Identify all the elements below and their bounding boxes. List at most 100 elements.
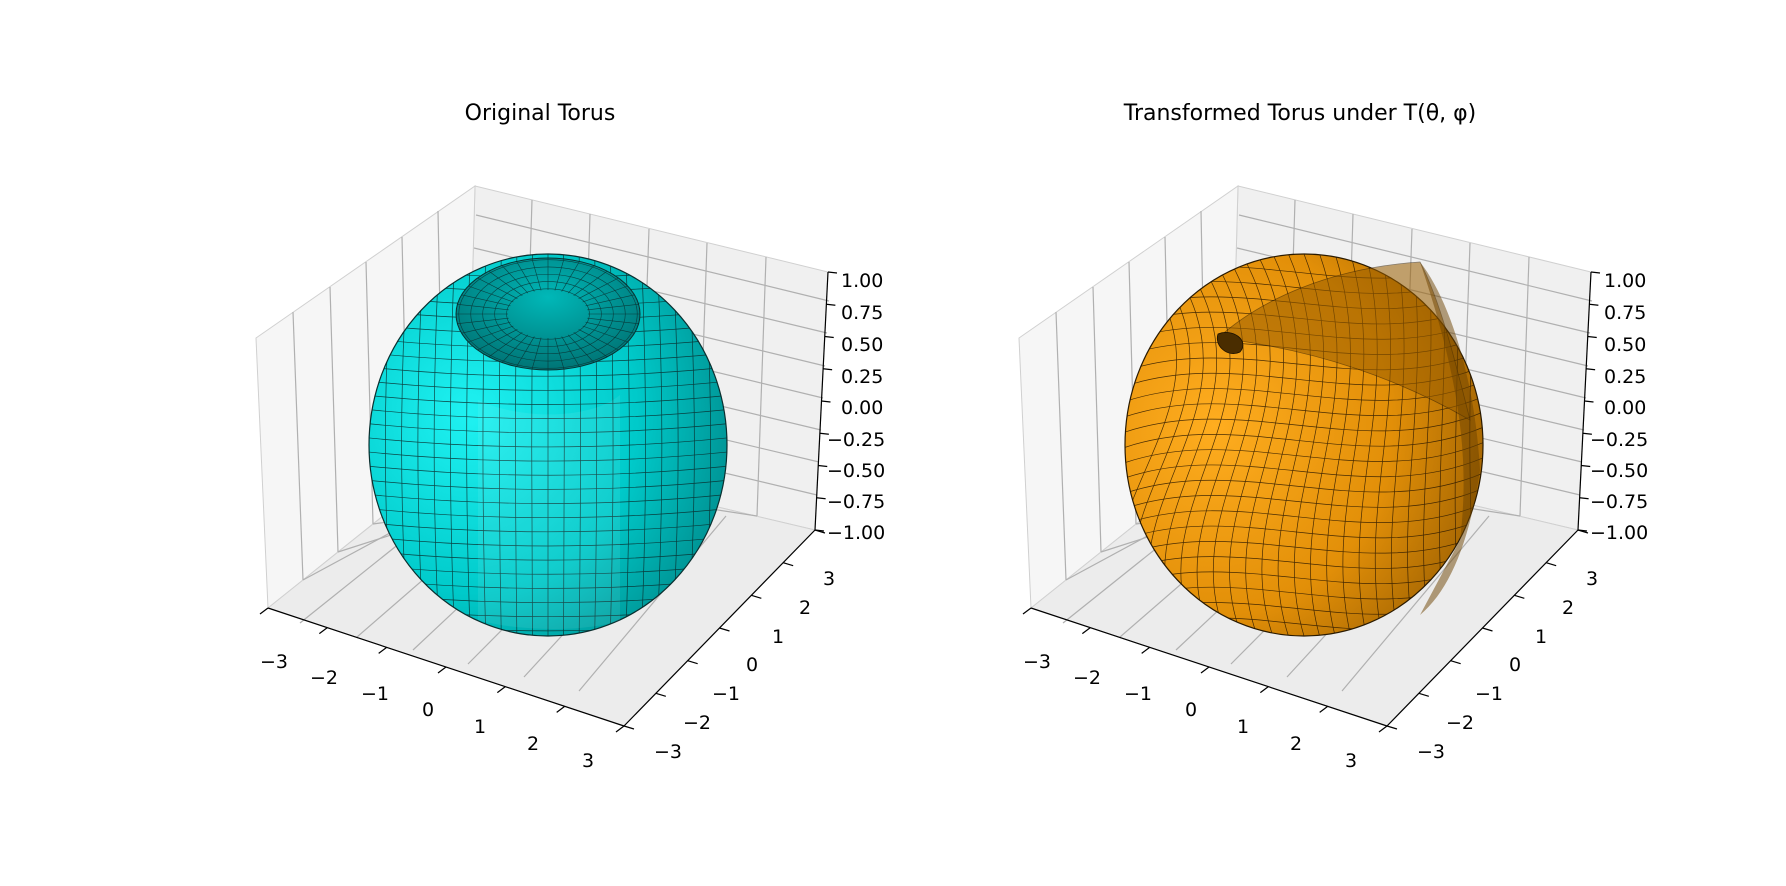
hole-mesh-line	[573, 270, 608, 296]
y-tick-mark	[655, 692, 667, 697]
right-y-tick-label: −3	[1417, 741, 1445, 763]
hole-mesh-line	[468, 285, 514, 303]
right-z-tick-label: −0.75	[1590, 491, 1648, 513]
mesh-meridian	[656, 254, 663, 636]
left-chart-title: Original Torus	[465, 101, 616, 126]
left-y-tick-label: 0	[746, 654, 758, 676]
y-tick-mark	[1514, 594, 1525, 599]
mesh-parallel	[1125, 396, 1483, 418]
z-tick-mark	[823, 368, 833, 371]
left-y-tick-label: 2	[799, 597, 811, 619]
hole-mesh-ring	[470, 266, 626, 362]
x-tick-mark	[378, 646, 388, 654]
left-x-tick-label: −3	[260, 651, 288, 673]
hole-mesh-line	[578, 277, 619, 299]
mesh-parallel	[369, 564, 727, 575]
left-z-tick-label: 0.00	[841, 397, 883, 419]
left-z-tick-label: −0.25	[827, 429, 885, 451]
y-tick-mark	[1386, 725, 1398, 730]
z-tick-mark	[819, 432, 829, 435]
mesh-parallel	[369, 536, 727, 547]
mesh-parallel	[369, 480, 727, 490]
x-tick-mark	[1378, 725, 1388, 733]
x-tick-mark	[1022, 607, 1032, 615]
left-z-tick-labels: 1.00 0.75 0.50 0.25 0.00 −0.25 −0.50 −0.…	[827, 270, 885, 544]
left-y-tick-label: 3	[823, 568, 835, 590]
x-tick-mark	[1141, 646, 1151, 654]
hole-mesh-ring	[482, 273, 614, 355]
hole-mesh-line	[477, 329, 518, 351]
left-y-tick-label: −2	[683, 712, 711, 734]
x-tick-mark	[1259, 686, 1269, 694]
hole-mesh-line	[488, 332, 523, 358]
right-z-tick-label: −0.25	[1590, 429, 1648, 451]
y-tick-mark	[1482, 627, 1493, 632]
z-tick-mark	[1589, 303, 1599, 306]
left-torus-surface	[368, 253, 728, 637]
mesh-parallel	[369, 366, 727, 377]
z-tick-mark	[1581, 464, 1591, 468]
hole-mesh-line	[582, 325, 628, 343]
left-x-tick-label: −1	[361, 683, 389, 705]
x-tick-mark	[259, 607, 269, 615]
z-tick-mark	[816, 497, 826, 500]
left-z-tick-label: 0.50	[841, 334, 883, 356]
hole-mesh-line	[578, 329, 619, 351]
x-tick-mark	[496, 686, 506, 694]
x-tick-mark	[1319, 705, 1329, 713]
mesh-parallel	[369, 508, 727, 518]
y-tick-mark	[687, 660, 698, 665]
y-tick-mark	[1545, 562, 1557, 567]
left-x-tick-label: −2	[310, 667, 338, 689]
mesh-parallel	[1125, 549, 1483, 570]
x-tick-mark	[1081, 627, 1091, 635]
left-x-tick-label: 2	[527, 733, 539, 755]
left-z-tick-label: −1.00	[827, 522, 885, 544]
hole-mesh-line	[587, 317, 639, 325]
hole-mesh-line	[457, 317, 509, 325]
left-y-tick-label: −1	[712, 683, 740, 705]
right-x-tick-label: −1	[1124, 683, 1152, 705]
mesh-parallel	[1125, 472, 1483, 494]
hole-mesh-line	[587, 303, 639, 311]
mesh-parallel	[369, 395, 727, 405]
x-tick-mark	[437, 666, 447, 674]
left-y-tick-label: 1	[772, 626, 784, 648]
hole-mesh-line	[468, 325, 514, 343]
right-z-tick-label: 0.00	[1604, 397, 1646, 419]
mesh-parallel	[369, 451, 727, 462]
mesh-meridian	[450, 254, 455, 636]
right-y-tick-label: −2	[1446, 712, 1474, 734]
hole-mesh-line	[585, 321, 635, 334]
left-x-tick-label: 3	[582, 750, 594, 772]
hole-mesh-line	[582, 285, 628, 303]
mesh-parallel	[369, 522, 727, 533]
right-3d-axes: Transformed Torus under T(θ, φ) −3 −2 −1…	[1018, 101, 1648, 772]
mesh-parallel	[369, 409, 727, 419]
hole-mesh-line	[585, 294, 635, 307]
hole-mesh-line	[573, 332, 608, 358]
z-tick-mark	[814, 529, 825, 532]
right-y-tick-label: −1	[1475, 683, 1503, 705]
right-x-tick-label: 2	[1290, 733, 1302, 755]
mesh-parallel	[369, 380, 727, 391]
left-x-tick-label: 1	[474, 716, 486, 738]
z-tick-mark	[826, 303, 836, 306]
mesh-parallel	[1125, 518, 1483, 540]
right-z-tick-label: 0.25	[1604, 366, 1646, 388]
right-x-tick-label: −3	[1023, 651, 1051, 673]
left-z-tick-label: −0.75	[827, 491, 885, 513]
hole-mesh-line	[457, 303, 509, 311]
left-z-tick-label: 1.00	[841, 270, 883, 292]
mesh-parallel	[369, 423, 727, 434]
right-y-tick-label: 2	[1562, 597, 1574, 619]
left-x-tick-labels: −3 −2 −1 0 1 2 3	[260, 651, 594, 772]
hole-mesh-line	[461, 321, 511, 334]
right-z-tick-label: 0.75	[1604, 302, 1646, 324]
y-tick-mark	[1418, 692, 1430, 697]
right-x-tick-label: −2	[1073, 667, 1101, 689]
mesh-parallel	[369, 465, 727, 476]
x-tick-mark	[318, 627, 328, 635]
right-y-tick-label: 3	[1586, 568, 1598, 590]
